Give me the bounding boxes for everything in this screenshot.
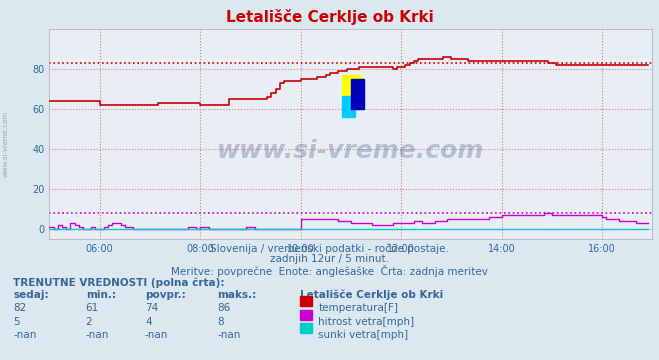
Text: -nan: -nan (145, 330, 168, 341)
Text: 8: 8 (217, 317, 224, 327)
Text: TRENUTNE VREDNOSTI (polna črta):: TRENUTNE VREDNOSTI (polna črta): (13, 277, 225, 288)
Text: 82: 82 (13, 303, 26, 313)
Bar (342, 96, 355, 117)
Text: sedaj:: sedaj: (13, 290, 49, 300)
Text: 61: 61 (86, 303, 99, 313)
Text: 2: 2 (86, 317, 92, 327)
Text: 5: 5 (13, 317, 20, 327)
Text: -nan: -nan (86, 330, 109, 341)
Text: Slovenija / vremenski podatki - ročne postaje.: Slovenija / vremenski podatki - ročne po… (210, 243, 449, 253)
Text: povpr.:: povpr.: (145, 290, 186, 300)
Text: zadnjih 12ur / 5 minut.: zadnjih 12ur / 5 minut. (270, 254, 389, 264)
Text: 86: 86 (217, 303, 231, 313)
Bar (351, 79, 364, 109)
Bar (342, 75, 361, 100)
Text: www.si-vreme.com: www.si-vreme.com (2, 111, 9, 177)
Text: 74: 74 (145, 303, 158, 313)
Text: Letališče Cerklje ob Krki: Letališče Cerklje ob Krki (225, 9, 434, 25)
Text: min.:: min.: (86, 290, 116, 300)
Text: Meritve: povprečne  Enote: anglešaške  Črta: zadnja meritev: Meritve: povprečne Enote: anglešaške Črt… (171, 265, 488, 276)
Text: Letališče Cerklje ob Krki: Letališče Cerklje ob Krki (300, 290, 443, 300)
Text: temperatura[F]: temperatura[F] (318, 303, 398, 313)
Text: -nan: -nan (13, 330, 36, 341)
Text: maks.:: maks.: (217, 290, 257, 300)
Text: www.si-vreme.com: www.si-vreme.com (217, 139, 484, 163)
Text: hitrost vetra[mph]: hitrost vetra[mph] (318, 317, 415, 327)
Text: sunki vetra[mph]: sunki vetra[mph] (318, 330, 409, 341)
Text: 4: 4 (145, 317, 152, 327)
Text: -nan: -nan (217, 330, 241, 341)
